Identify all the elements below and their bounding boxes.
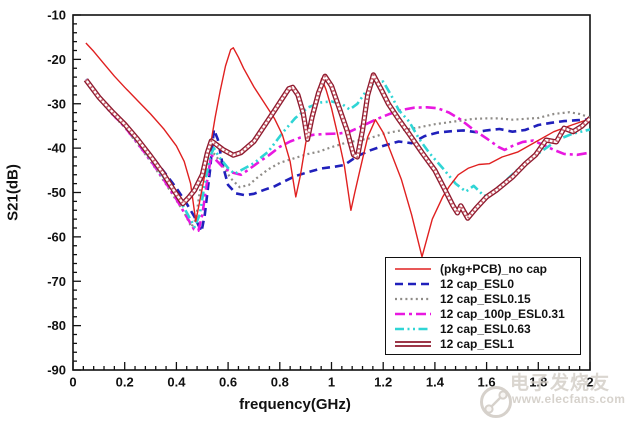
legend-item-label: (pkg+PCB)_no cap — [440, 261, 548, 276]
legend-swatch-line — [395, 327, 431, 331]
series-12-cap-esl0-63 — [84, 79, 590, 229]
legend-item: (pkg+PCB)_no cap — [393, 262, 580, 276]
legend-item-label: 12 cap_ESL0.63 — [440, 322, 531, 337]
y-tick-label: -20 — [47, 52, 66, 67]
x-tick-label: 0.2 — [116, 375, 134, 390]
series-group — [83, 42, 590, 258]
legend-item-label: 12 cap_ESL0 — [440, 276, 515, 291]
legend-item-label: 12 cap_ESL0.15 — [440, 291, 531, 306]
x-tick-label: 0.8 — [271, 375, 289, 390]
legend-item: 12 cap_100p_ESL0.31 — [393, 307, 580, 321]
y-tick-label: -70 — [47, 274, 66, 289]
x-tick-label: 2 — [586, 375, 593, 390]
x-tick-label: 1.2 — [374, 375, 392, 390]
x-tick-label: 0.6 — [219, 375, 237, 390]
legend-item: 12 cap_ESL1 — [393, 337, 580, 351]
legend-item-label: 12 cap_ESL1 — [440, 337, 515, 352]
legend-item: 12 cap_ESL0.15 — [393, 292, 580, 306]
y-tick-label: -30 — [47, 96, 66, 111]
x-tick-label: 1.8 — [529, 375, 547, 390]
x-tick-label: 1.4 — [426, 375, 445, 390]
y-tick-label: -10 — [47, 8, 66, 23]
x-tick-label: 0.4 — [167, 375, 186, 390]
legend-swatch-line — [395, 267, 431, 270]
x-tick-label: 0 — [69, 375, 76, 390]
x-axis-title: frequency(GHz) — [239, 396, 351, 413]
series-12-cap-esl0-15 — [85, 80, 590, 229]
x-tick-label: 1 — [328, 375, 335, 390]
y-tick-label: -80 — [47, 318, 66, 333]
series-12-cap-100p-esl0-31 — [84, 79, 590, 232]
legend-item: 12 cap_ESL0.63 — [393, 322, 580, 336]
legend-swatch-line — [395, 312, 431, 316]
x-tick-label: 1.6 — [478, 375, 496, 390]
y-tick-label: -50 — [47, 185, 66, 200]
legend: (pkg+PCB)_no cap 12 cap_ESL0 12 cap_ESL0.1… — [385, 257, 581, 355]
legend-swatch-line — [395, 341, 431, 348]
y-tick-label: -60 — [47, 229, 66, 244]
y-tick-label: -90 — [47, 363, 66, 378]
y-axis-title: S21(dB) — [4, 164, 22, 221]
legend-item-label: 12 cap_100p_ESL0.31 — [440, 307, 565, 322]
series-12-cap-esl1 — [84, 73, 590, 220]
y-tick-label: -40 — [47, 141, 66, 156]
legend-swatch-line — [395, 282, 431, 286]
legend-swatch-line — [395, 297, 431, 300]
legend-item: 12 cap_ESL0 — [393, 277, 580, 291]
